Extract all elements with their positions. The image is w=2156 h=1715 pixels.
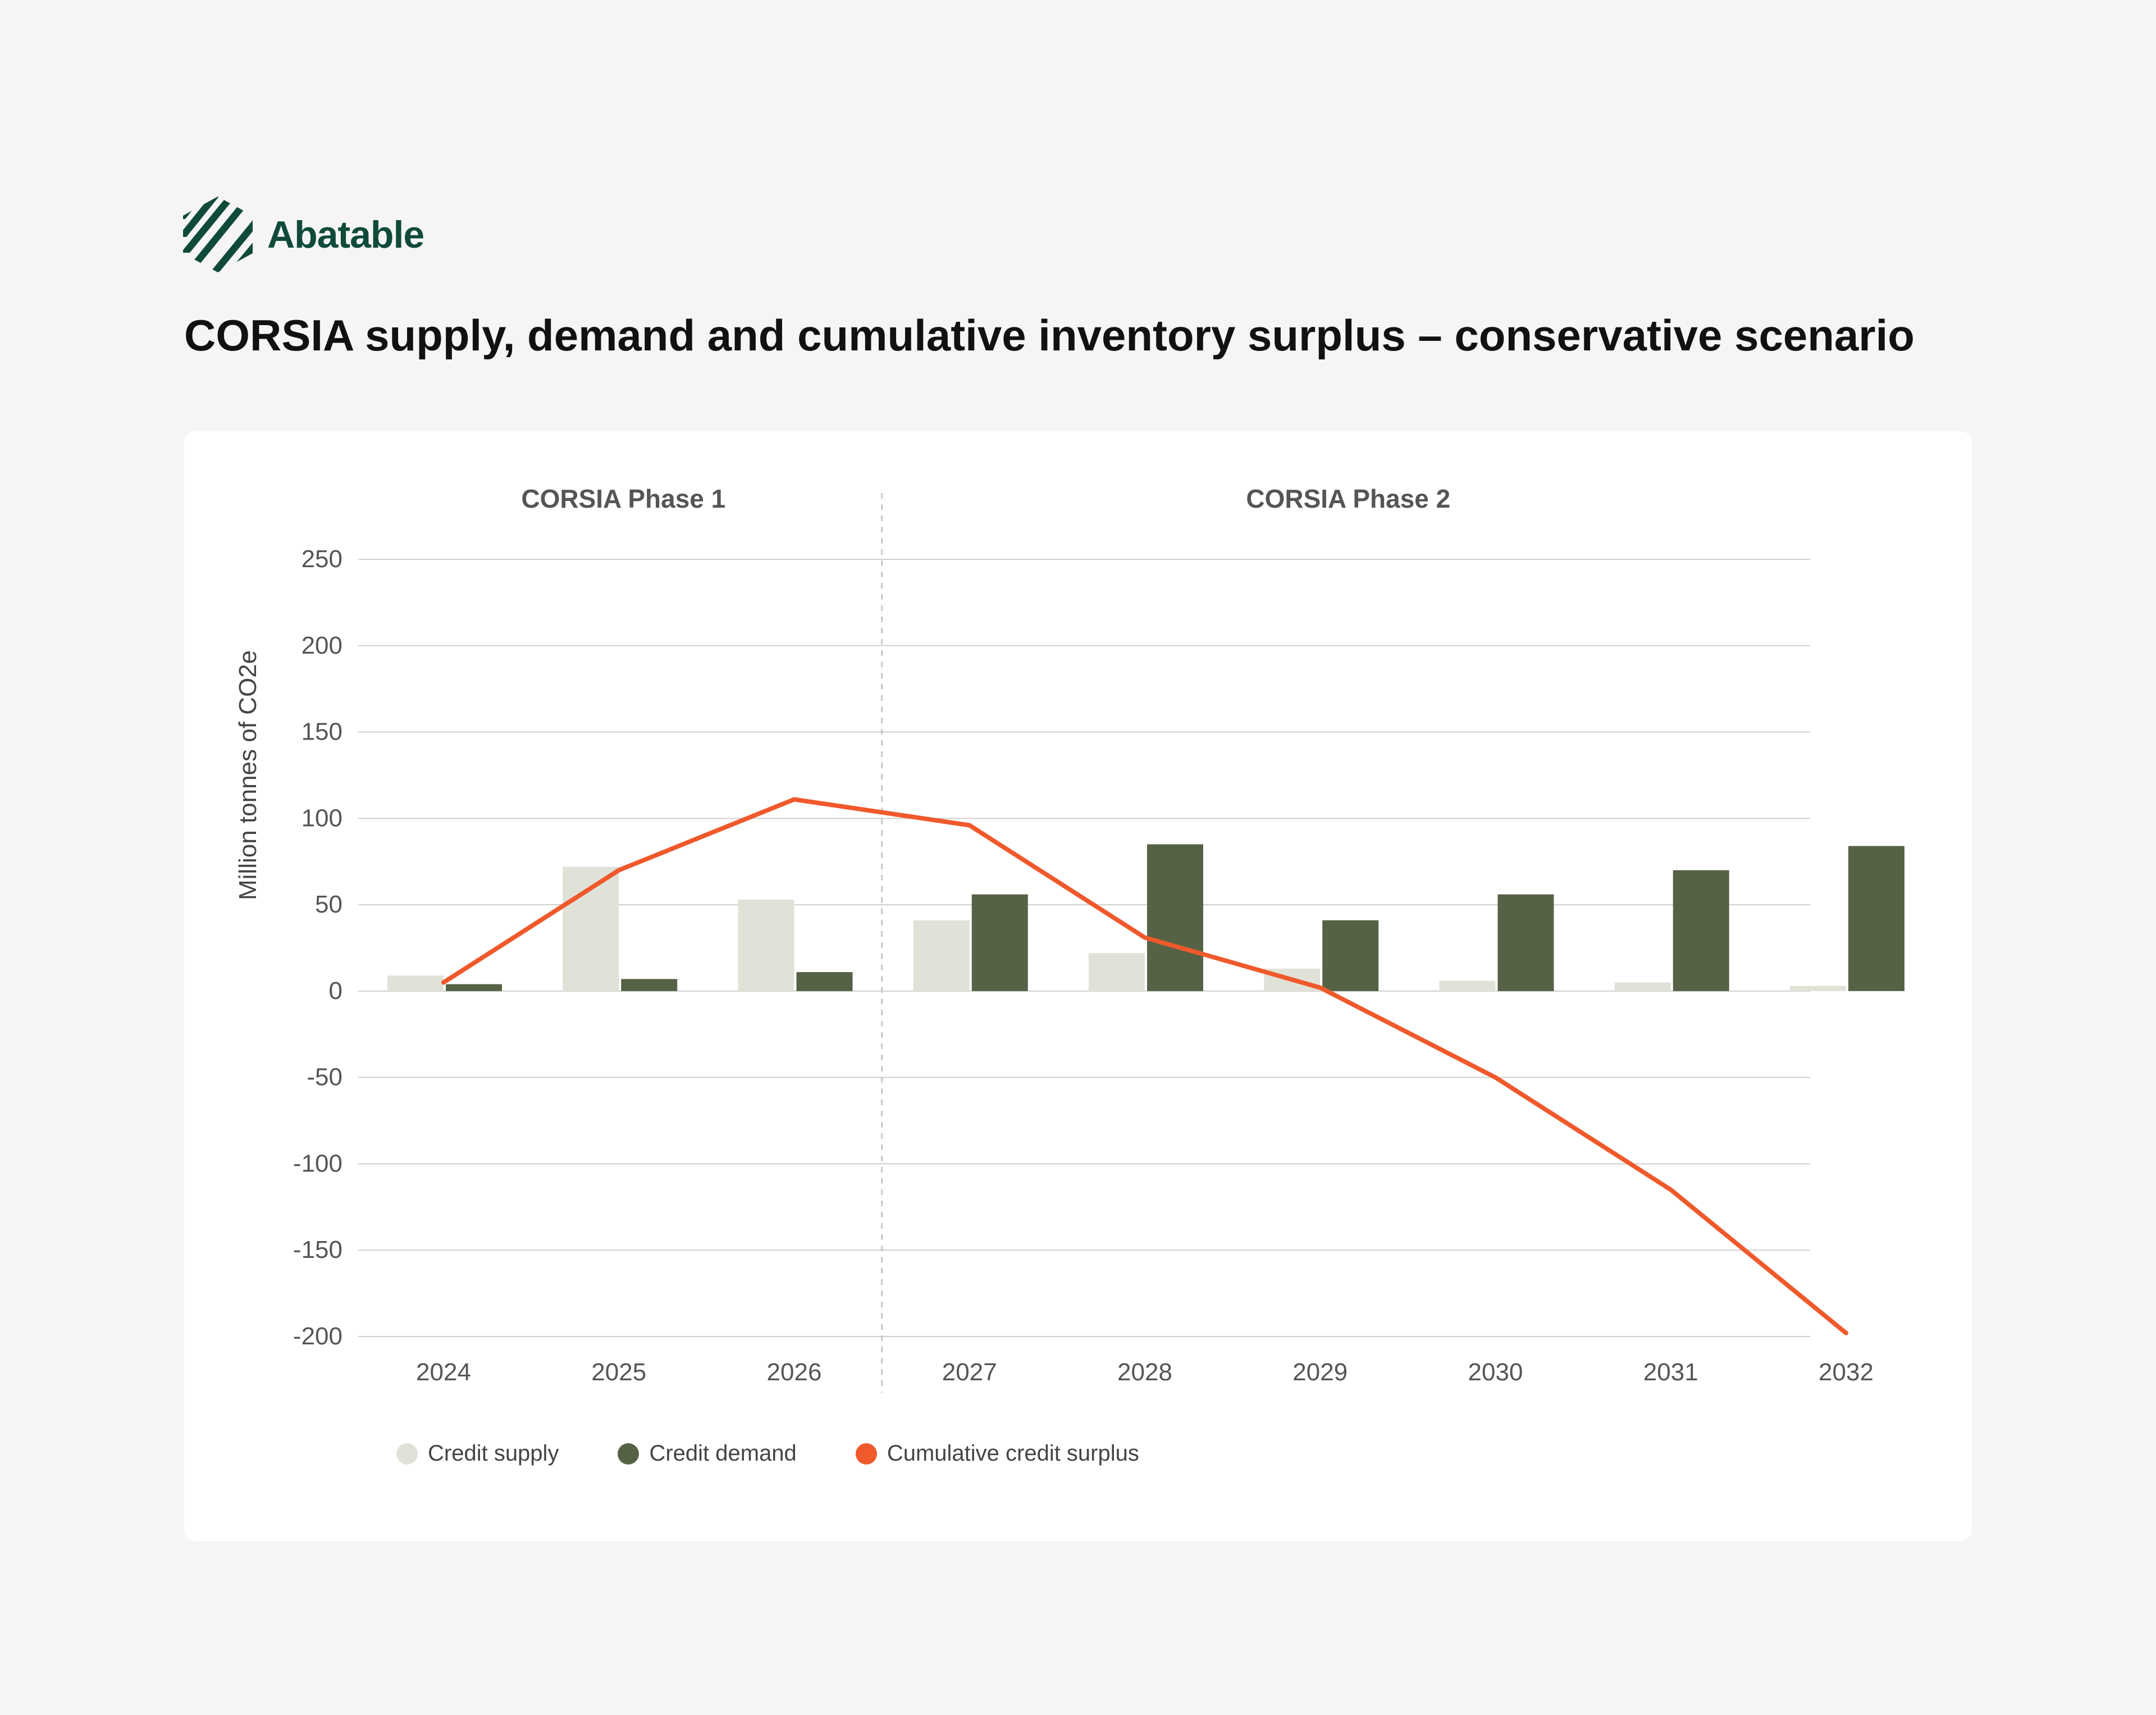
y-tick-label: -150 <box>293 1236 342 1264</box>
x-tick-label: 2024 <box>416 1358 471 1386</box>
x-tick-label: 2029 <box>1292 1358 1347 1386</box>
y-tick-label: -50 <box>307 1064 342 1091</box>
brand: Abatable <box>183 197 424 272</box>
bar-credit-supply <box>387 975 444 991</box>
legend: Credit supply Credit demand Cumulative c… <box>396 1441 1198 1466</box>
y-tick-label: 250 <box>302 545 342 573</box>
chart-title: CORSIA supply, demand and cumulative inv… <box>184 311 1915 360</box>
chart: 250 200 150 100 50 0 -50 -100 -150 -200 Million to… <box>234 484 1904 1393</box>
bar-credit-demand <box>971 894 1028 991</box>
x-tick-label: 2026 <box>767 1358 822 1386</box>
y-tick-label: 50 <box>315 891 342 918</box>
phase-label: CORSIA Phase 2 <box>1246 484 1450 513</box>
bar-credit-demand <box>621 979 678 991</box>
y-tick-label: 100 <box>302 804 342 832</box>
y-tick-label: -100 <box>293 1150 342 1177</box>
bar-credit-demand <box>1497 894 1554 991</box>
x-tick-label: 2025 <box>591 1358 646 1386</box>
x-tick-label: 2030 <box>1468 1358 1523 1386</box>
y-tick-label: -200 <box>293 1322 342 1350</box>
bar-credit-demand <box>1147 844 1203 991</box>
legend-label-supply: Credit supply <box>428 1441 559 1466</box>
x-tick-label: 2027 <box>942 1358 997 1386</box>
legend-item-demand: Credit demand <box>618 1441 797 1466</box>
x-tick-label: 2028 <box>1117 1358 1172 1386</box>
logo-icon <box>183 197 253 272</box>
bar-credit-supply <box>738 899 794 991</box>
y-tick-label: 150 <box>302 718 342 746</box>
phase-label: CORSIA Phase 1 <box>521 484 725 513</box>
x-tick-label: 2031 <box>1643 1358 1698 1386</box>
bar-credit-demand <box>1322 920 1379 991</box>
bar-credit-supply <box>1089 953 1145 991</box>
bar-credit-demand <box>1673 870 1729 991</box>
bar-credit-demand <box>1848 846 1904 991</box>
y-axis-label: Million tonnes of CO2e <box>234 650 262 900</box>
bar-credit-supply <box>563 866 619 991</box>
legend-swatch-surplus <box>855 1443 877 1465</box>
legend-label-demand: Credit demand <box>649 1441 797 1466</box>
bar-credit-demand <box>796 972 853 991</box>
y-tick-label: 0 <box>329 977 342 1005</box>
bar-credit-supply <box>1439 980 1496 991</box>
x-tick-label: 2032 <box>1819 1358 1874 1386</box>
legend-swatch-supply <box>396 1443 418 1465</box>
legend-item-supply: Credit supply <box>396 1441 559 1466</box>
line-cumulative-surplus <box>441 797 1848 1335</box>
chart-card: 250 200 150 100 50 0 -50 -100 -150 -200 Million to… <box>184 431 1972 1541</box>
bar-credit-demand <box>446 984 502 991</box>
bar-credit-supply <box>1790 986 1846 991</box>
legend-label-surplus: Cumulative credit surplus <box>887 1441 1139 1466</box>
legend-item-surplus: Cumulative credit surplus <box>855 1441 1139 1466</box>
bar-credit-supply <box>1614 982 1671 991</box>
brand-name: Abatable <box>267 213 424 256</box>
y-tick-label: 200 <box>302 632 342 659</box>
legend-swatch-demand <box>618 1443 640 1465</box>
bar-credit-supply <box>913 920 970 991</box>
